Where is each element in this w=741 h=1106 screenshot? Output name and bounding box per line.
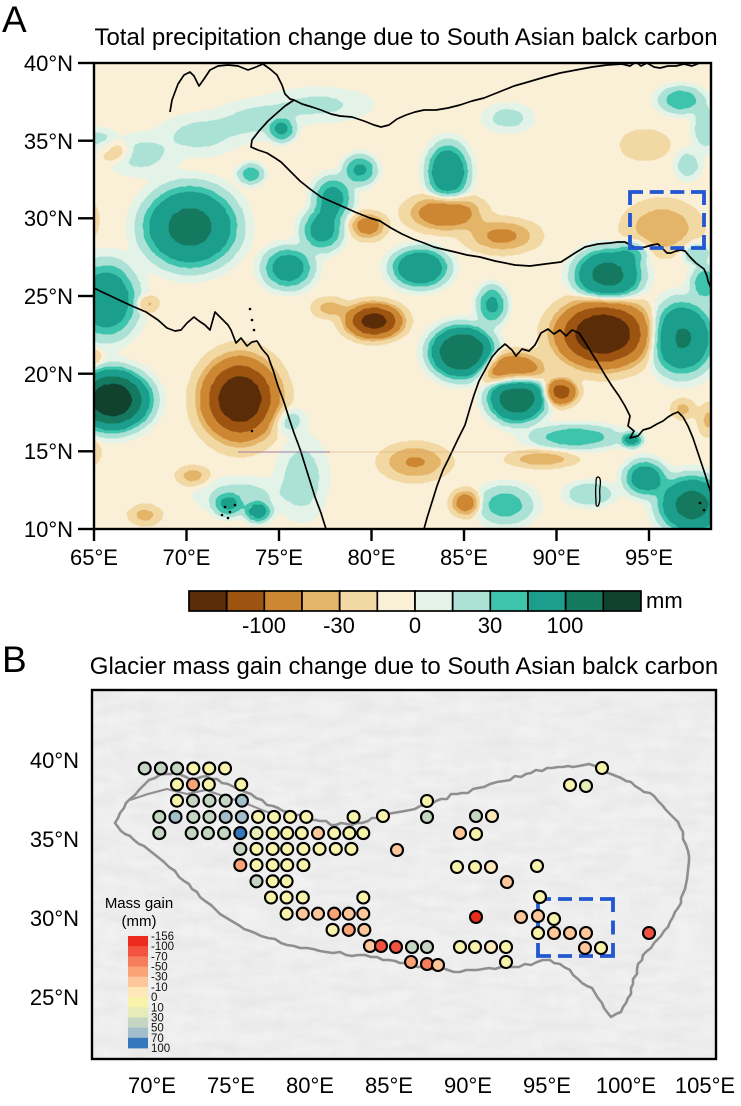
svg-text:-50: -50 bbox=[151, 962, 168, 974]
svg-text:-100: -100 bbox=[151, 941, 174, 953]
svg-text:100: 100 bbox=[151, 1043, 170, 1055]
svg-text:(mm): (mm) bbox=[122, 913, 157, 930]
svg-text:Mass gain: Mass gain bbox=[105, 895, 173, 912]
svg-text:0: 0 bbox=[151, 992, 157, 1004]
svg-text:-30: -30 bbox=[151, 972, 168, 984]
svg-text:-10: -10 bbox=[151, 982, 168, 994]
svg-text:-156: -156 bbox=[151, 931, 174, 943]
svg-text:30: 30 bbox=[151, 1013, 164, 1025]
svg-text:70: 70 bbox=[151, 1033, 164, 1045]
svg-text:50: 50 bbox=[151, 1023, 164, 1035]
svg-text:-70: -70 bbox=[151, 951, 168, 963]
svg-text:10: 10 bbox=[151, 1002, 164, 1014]
